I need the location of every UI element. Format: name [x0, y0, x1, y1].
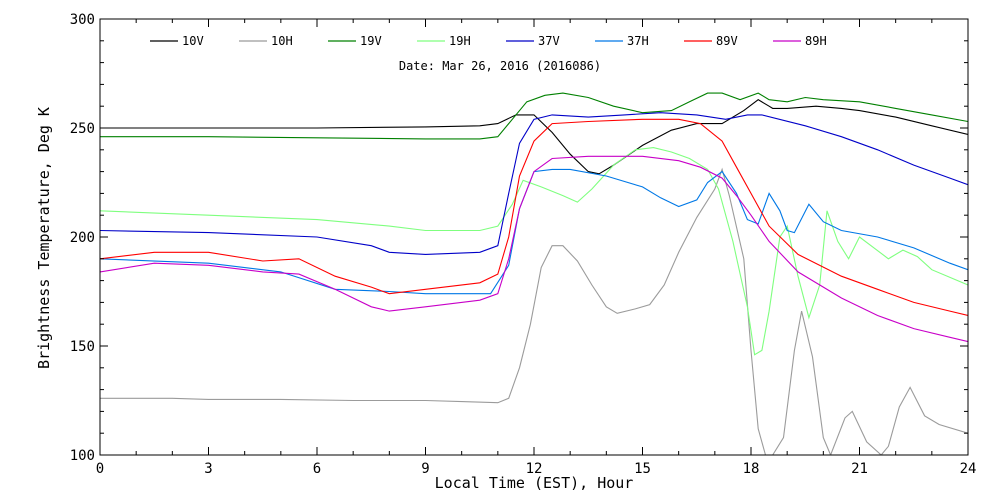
series-line-89h [100, 155, 968, 343]
legend-label-37h: 37H [627, 34, 649, 48]
series-line-37v [100, 112, 968, 255]
legend: 10V 10H 19V 19H 37V 37H 89V 89H [150, 34, 827, 48]
series-line-10v [100, 99, 968, 175]
legend-label-19h: 19H [449, 34, 471, 48]
x-tick-label: 9 [421, 461, 429, 477]
y-tick-label: 100 [70, 448, 95, 464]
x-tick-label: 6 [313, 461, 321, 477]
y-tick-label: 150 [70, 339, 95, 355]
series-line-89v [100, 118, 968, 317]
legend-label-89v: 89V [716, 34, 738, 48]
series-line-37h [100, 168, 968, 295]
date-annotation: Date: Mar 26, 2016 (2016086) [399, 59, 601, 73]
legend-label-10v: 10V [182, 34, 204, 48]
series-layer [100, 92, 968, 455]
series-line-19v [100, 92, 968, 140]
x-axis-title: Local Time (EST), Hour [435, 474, 634, 492]
plot-frame [99, 18, 969, 456]
x-tick-label: 21 [851, 461, 868, 477]
series-line-10h [100, 167, 968, 455]
legend-label-10h: 10H [271, 34, 293, 48]
x-tick-label: 18 [743, 461, 760, 477]
x-tick-label: 15 [634, 461, 651, 477]
y-tick-label: 300 [70, 12, 95, 28]
y-tick-label: 200 [70, 230, 95, 246]
series-line-19h [100, 147, 968, 356]
x-tick-label: 24 [960, 461, 977, 477]
y-axis-title: Brightness Temperature, Deg K [35, 107, 53, 369]
ticks-layer: 0 3 6 9 12 15 18 21 24 100 150 200 250 300 [70, 12, 977, 477]
x-tick-label: 3 [204, 461, 212, 477]
legend-label-89h: 89H [805, 34, 827, 48]
legend-label-37v: 37V [538, 34, 560, 48]
y-tick-label: 250 [70, 121, 95, 137]
x-tick-label: 12 [526, 461, 543, 477]
x-tick-label: 0 [96, 461, 104, 477]
legend-label-19v: 19V [360, 34, 382, 48]
